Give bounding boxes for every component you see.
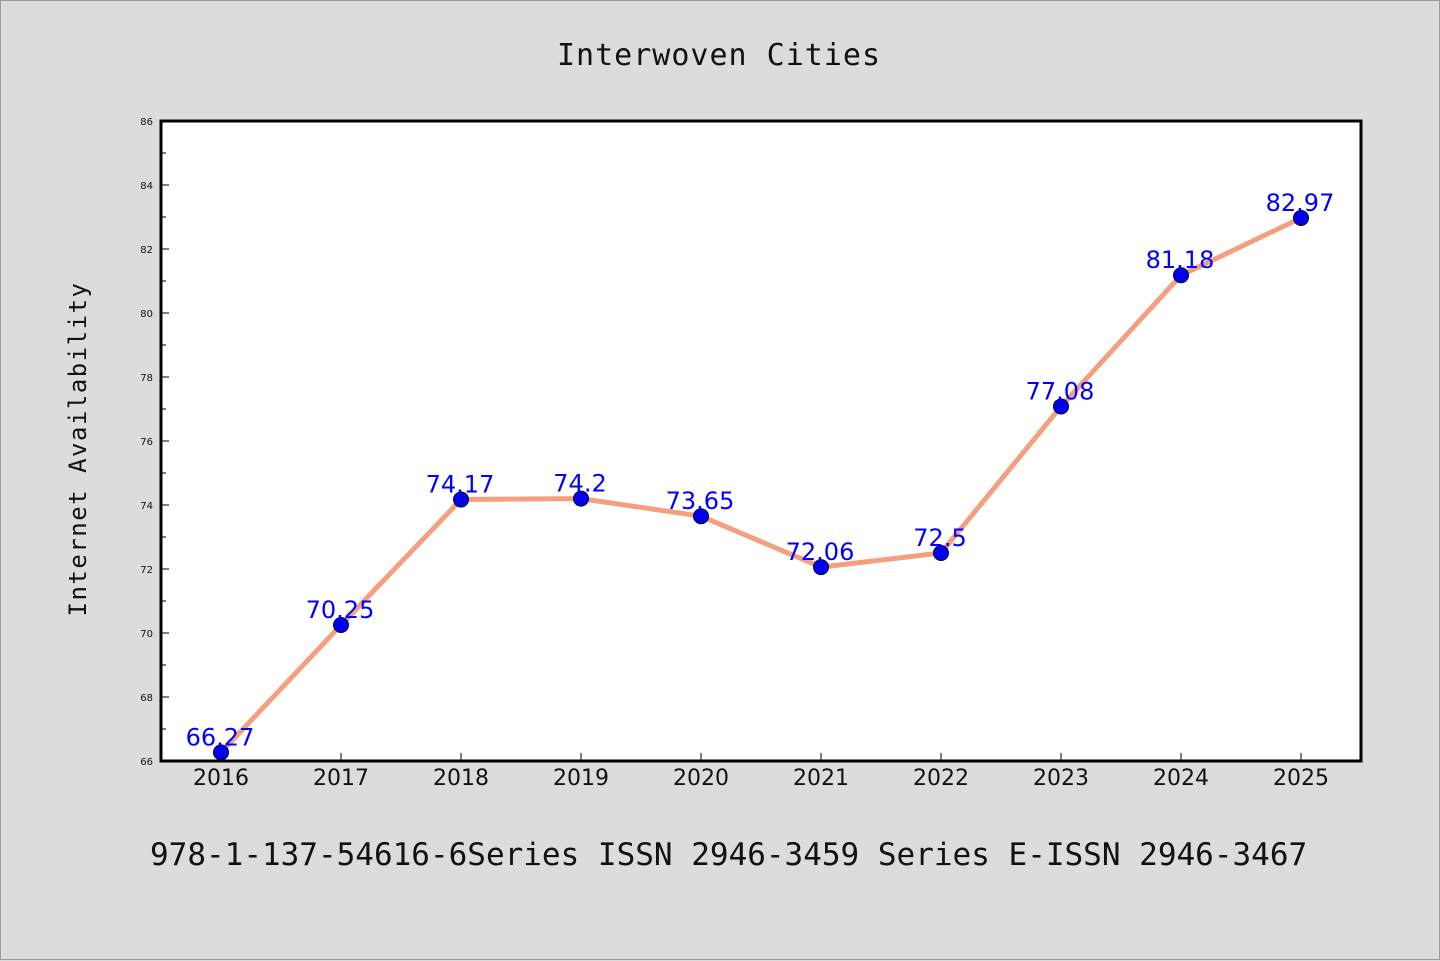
x-tick-label: 2021 <box>793 766 849 791</box>
y-tick-label: 72 <box>140 565 153 576</box>
data-point-marker <box>813 559 829 576</box>
data-label: 77.08 <box>1026 377 1095 405</box>
chart-title: Interwoven Cities <box>557 38 881 73</box>
data-point-marker <box>1173 267 1189 284</box>
data-point-marker <box>573 490 589 507</box>
plot-area <box>159 119 1363 763</box>
data-label: 66.27 <box>186 723 255 751</box>
y-tick-label: 76 <box>140 437 153 448</box>
y-tick-label: 70 <box>140 629 153 640</box>
x-tick-label: 2019 <box>553 766 609 791</box>
x-axis-ticks: 2016 2017 2018 2019 2020 2021 2022 2023 2024 2025 <box>193 753 1329 791</box>
data-label: 82.97 <box>1266 189 1335 217</box>
x-tick-label: 2022 <box>913 766 969 791</box>
data-label: 72.5 <box>913 524 966 552</box>
y-tick-label: 66 <box>140 757 153 768</box>
data-label: 72.06 <box>786 538 855 566</box>
y-tick-label: 86 <box>140 117 153 128</box>
y-axis-label: Internet Availability <box>64 282 92 617</box>
data-label: 70.25 <box>306 596 375 624</box>
data-label: 74.2 <box>553 470 606 498</box>
x-tick-label: 2017 <box>313 766 369 791</box>
data-label: 81.18 <box>1146 246 1215 274</box>
y-tick-label: 84 <box>140 181 153 192</box>
x-tick-label: 2024 <box>1153 766 1209 791</box>
x-tick-label: 2020 <box>673 766 729 791</box>
data-point-marker <box>1053 398 1069 415</box>
x-tick-label: 2025 <box>1273 766 1329 791</box>
data-point-marker <box>1293 209 1309 226</box>
data-label: 73.65 <box>666 487 735 515</box>
x-tick-label: 2016 <box>193 766 249 791</box>
y-tick-label: 68 <box>140 693 153 704</box>
data-point-marker <box>453 491 469 508</box>
y-tick-label: 80 <box>140 309 153 320</box>
data-point-marker <box>213 744 229 761</box>
data-labels-group: 66.27 70.25 74.17 74.2 73.65 72.06 72.5 77.08 81… <box>186 189 1335 751</box>
data-point-marker <box>693 508 709 525</box>
x-tick-label: 2018 <box>433 766 489 791</box>
y-tick-label: 74 <box>140 501 153 512</box>
y-axis-ticks: 66 68 70 72 74 76 78 80 82 84 86 <box>140 117 169 768</box>
data-label: 74.17 <box>426 471 495 499</box>
footer-isbn-issn: 978-1-137-54616-6Series ISSN 2946-3459 S… <box>150 837 1307 873</box>
series-line <box>218 215 1304 755</box>
y-tick-label: 78 <box>140 373 153 384</box>
series-line-group <box>213 209 1309 761</box>
x-tick-label: 2023 <box>1033 766 1089 791</box>
y-tick-label: 82 <box>140 245 153 256</box>
data-point-marker <box>333 617 349 633</box>
data-point-marker <box>933 545 949 561</box>
